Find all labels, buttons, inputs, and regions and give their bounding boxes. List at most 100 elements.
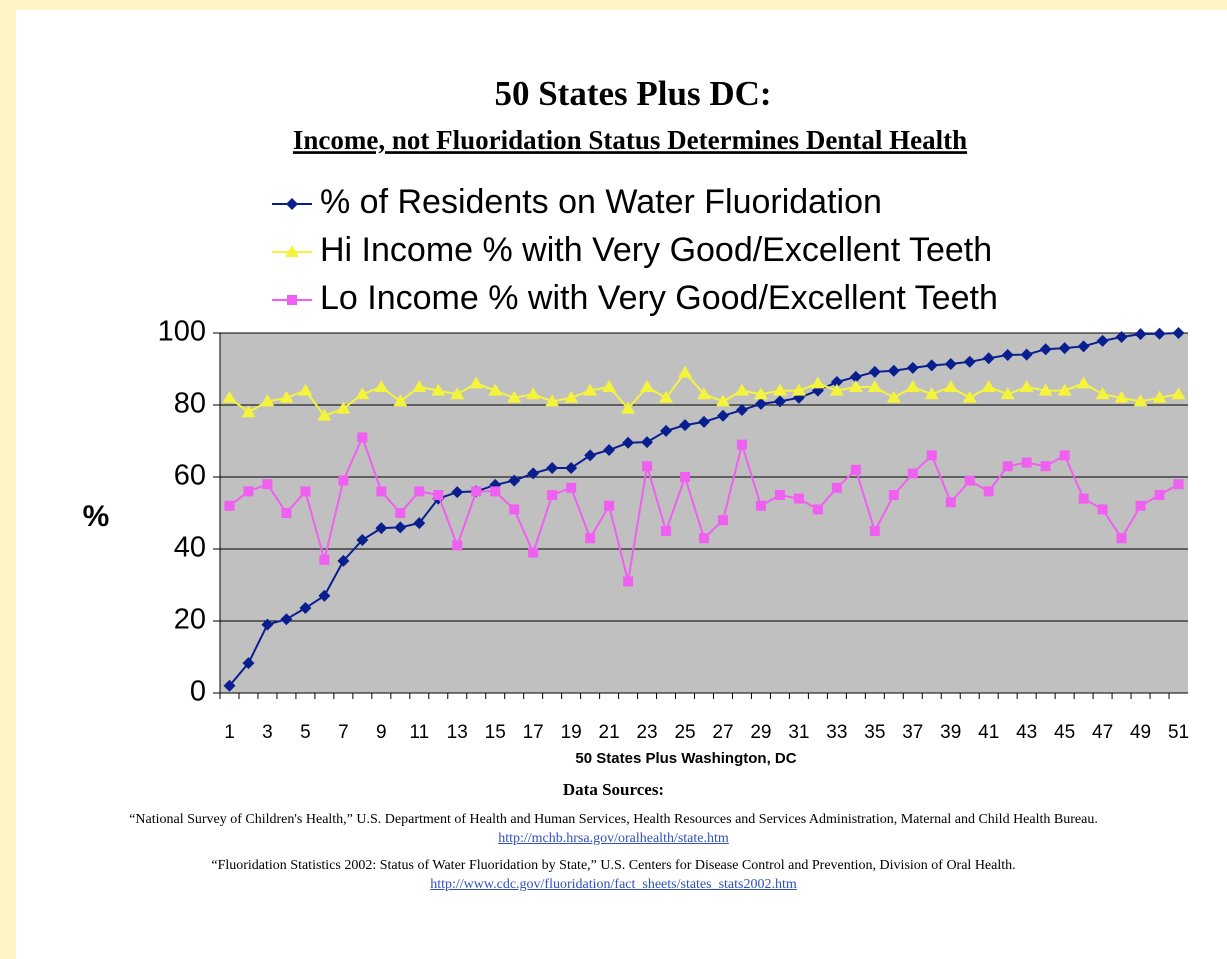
data-point — [488, 383, 503, 396]
x-tick-label: 13 — [447, 722, 468, 743]
data-point — [526, 387, 541, 400]
data-point — [1040, 461, 1051, 472]
data-point — [528, 547, 539, 558]
data-point — [376, 486, 387, 497]
data-point — [1134, 328, 1147, 341]
data-point — [356, 534, 369, 546]
data-point — [1001, 348, 1014, 361]
data-point — [850, 464, 861, 475]
data-point — [661, 526, 672, 536]
data-point — [490, 486, 501, 497]
legend-label: % of Residents on Water Fluoridation — [320, 183, 882, 221]
data-point — [1096, 334, 1109, 347]
x-tick-label: 37 — [902, 722, 923, 743]
data-point — [1097, 504, 1108, 515]
x-tick-label: 19 — [561, 722, 582, 743]
data-point — [413, 517, 426, 530]
data-point — [450, 387, 465, 400]
data-point — [735, 404, 748, 417]
data-point — [395, 508, 406, 518]
source: “Fluoridation Statistics 2002: Status of… — [114, 856, 1114, 894]
data-point — [1133, 394, 1148, 407]
source-text: “Fluoridation Statistics 2002: Status of… — [211, 858, 1016, 873]
data-point — [1173, 479, 1184, 490]
source-link[interactable]: http://www.cdc.gov/fluoridation/fact_she… — [430, 877, 797, 892]
data-point — [699, 533, 709, 544]
data-point — [1057, 383, 1072, 396]
sources: Data Sources: “National Survey of Childr… — [0, 780, 1227, 902]
x-tick-label: 45 — [1054, 722, 1075, 743]
data-point — [887, 364, 900, 377]
data-point — [412, 380, 427, 392]
chart-subtitle: Income, not Fluoridation Status Determin… — [293, 125, 967, 155]
data-point — [812, 504, 823, 515]
data-point — [754, 397, 767, 410]
x-tick-label: 15 — [485, 722, 506, 743]
data-point — [945, 497, 956, 508]
x-tick-label: 21 — [599, 722, 620, 743]
data-point — [1172, 327, 1185, 339]
y-tick-label: 100 — [158, 316, 206, 348]
data-point — [1095, 387, 1110, 400]
data-point — [1039, 343, 1052, 356]
data-point — [1058, 342, 1071, 355]
data-point — [622, 436, 635, 449]
data-point — [1059, 450, 1070, 461]
data-point — [393, 394, 408, 407]
data-point — [659, 390, 674, 403]
data-point — [963, 355, 976, 368]
data-point — [585, 533, 596, 544]
data-point — [1038, 383, 1053, 396]
data-point — [337, 554, 350, 567]
data-point — [888, 490, 899, 500]
data-point — [433, 490, 444, 500]
data-point — [300, 486, 311, 497]
x-tick-label: 31 — [788, 722, 809, 743]
data-point — [1153, 327, 1166, 340]
data-point — [1020, 348, 1033, 361]
data-point — [793, 493, 804, 504]
data-point — [280, 613, 293, 626]
source-link[interactable]: http://mchb.hrsa.gov/oralhealth/state.ht… — [498, 831, 729, 846]
data-point — [906, 361, 919, 374]
data-point — [584, 449, 597, 462]
x-tick-label: 39 — [940, 722, 961, 743]
data-point — [338, 475, 349, 486]
y-tick-label: 40 — [174, 532, 206, 564]
data-point — [867, 380, 882, 392]
x-tick-label: 1 — [224, 722, 235, 743]
data-point — [623, 576, 634, 587]
data-point — [260, 394, 275, 407]
data-point — [451, 486, 464, 499]
data-point — [830, 375, 843, 388]
data-point — [924, 387, 939, 400]
data-point — [566, 482, 577, 493]
data-point — [736, 439, 747, 450]
data-point — [469, 376, 484, 389]
data-point — [547, 490, 558, 500]
data-point — [964, 475, 975, 486]
data-point — [336, 401, 351, 414]
data-point — [660, 424, 673, 437]
data-point — [1002, 461, 1013, 472]
data-point — [507, 390, 522, 403]
x-tick-label: 25 — [674, 722, 695, 743]
y-tick-label: 0 — [190, 676, 206, 708]
data-point — [243, 486, 254, 497]
x-tick-label: 3 — [262, 722, 273, 743]
data-point — [621, 401, 636, 414]
data-point — [1116, 533, 1127, 544]
x-tick-label: 41 — [978, 722, 999, 743]
plot-area — [220, 333, 1188, 693]
y-tick-label: 80 — [174, 388, 206, 420]
source-text: “National Survey of Children's Health,” … — [129, 812, 1098, 827]
data-point — [355, 387, 370, 400]
data-point — [641, 436, 654, 449]
data-point — [944, 357, 957, 370]
data-point — [545, 394, 560, 407]
data-point — [697, 387, 711, 400]
data-point — [319, 554, 330, 565]
data-point — [848, 380, 863, 392]
data-point — [698, 415, 710, 428]
